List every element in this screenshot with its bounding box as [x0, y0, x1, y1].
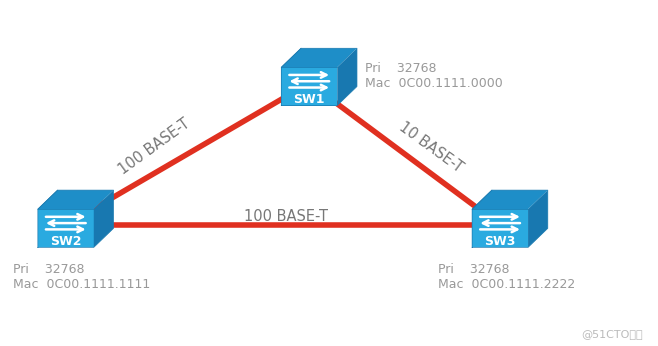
Text: SW3: SW3: [484, 235, 516, 248]
Text: Pri    32768
Mac  0C00.1111.0000: Pri 32768 Mac 0C00.1111.0000: [365, 62, 503, 90]
Polygon shape: [38, 190, 114, 209]
Polygon shape: [472, 190, 547, 209]
Text: 100 BASE-T: 100 BASE-T: [244, 209, 328, 224]
Text: 10 BASE-T: 10 BASE-T: [396, 119, 466, 175]
Text: SW2: SW2: [50, 235, 82, 248]
Text: Pri    32768
Mac  0C00.1111.2222: Pri 32768 Mac 0C00.1111.2222: [438, 263, 575, 291]
Polygon shape: [282, 93, 337, 106]
Polygon shape: [94, 190, 114, 247]
Polygon shape: [38, 209, 94, 235]
Polygon shape: [528, 190, 547, 247]
Polygon shape: [472, 209, 528, 235]
Text: 100 BASE-T: 100 BASE-T: [116, 116, 193, 178]
Polygon shape: [472, 235, 528, 247]
Polygon shape: [282, 48, 357, 67]
Polygon shape: [337, 48, 357, 106]
Polygon shape: [38, 235, 94, 247]
Text: @51CTO博客: @51CTO博客: [581, 329, 643, 339]
Text: SW1: SW1: [293, 93, 325, 106]
Polygon shape: [282, 67, 337, 93]
Text: Pri    32768
Mac  0C00.1111.1111: Pri 32768 Mac 0C00.1111.1111: [13, 263, 151, 291]
